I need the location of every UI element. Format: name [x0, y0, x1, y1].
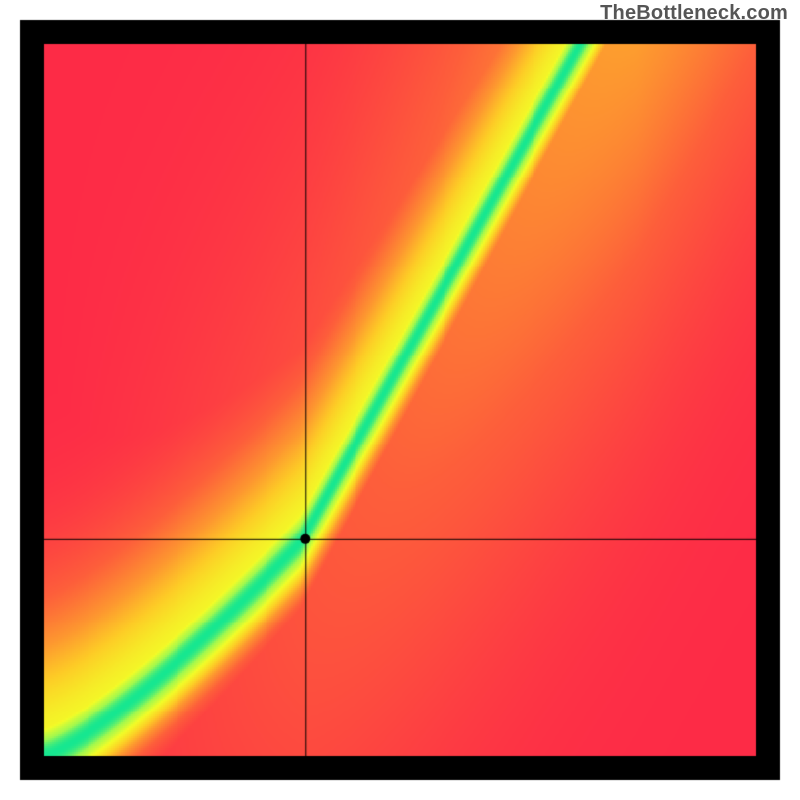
bottleneck-heatmap	[0, 0, 800, 800]
attribution-label: TheBottleneck.com	[600, 2, 788, 25]
chart-container: TheBottleneck.com	[0, 0, 800, 800]
